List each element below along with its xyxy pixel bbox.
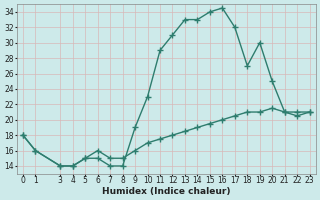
X-axis label: Humidex (Indice chaleur): Humidex (Indice chaleur) bbox=[102, 187, 230, 196]
